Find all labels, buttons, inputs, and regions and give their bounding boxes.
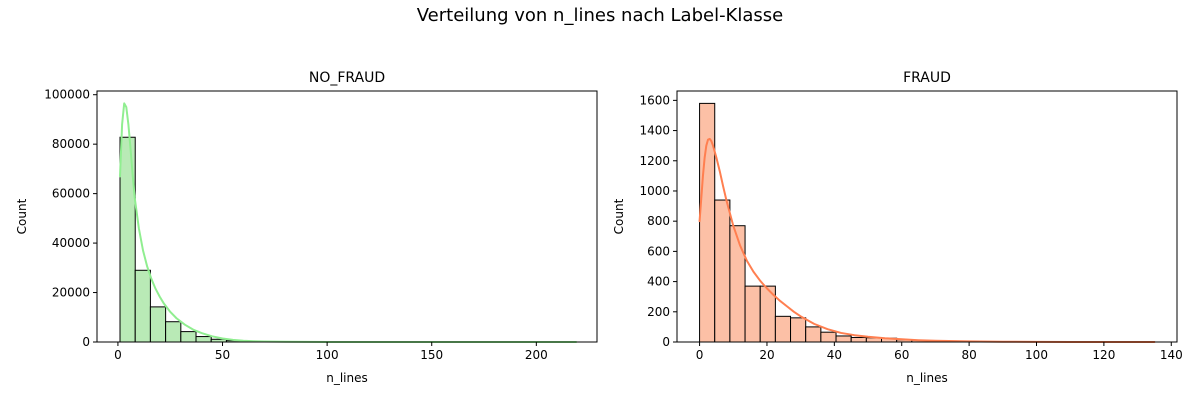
fraud-bar (820, 331, 837, 343)
fraud-x-tick-label: 140 (1160, 348, 1183, 362)
fraud-bar (774, 315, 792, 343)
fraud-kde-line (698, 137, 1156, 343)
fraud-y-tick-label: 400 (647, 275, 670, 289)
no-fraud-x-tick-label: 200 (525, 348, 548, 362)
no-fraud-axes-frame (96, 90, 598, 343)
fraud-x-tick-label: 80 (961, 348, 976, 362)
fraud-x-tick-label: 100 (1025, 348, 1048, 362)
no-fraud-bar (134, 269, 151, 343)
fraud-x-tick-label: 60 (894, 348, 909, 362)
chart-no-fraud: 0 50 100 150 200 0 20000 40000 60000 80000 100000 N… (15, 70, 598, 385)
fraud-xlabel: n_lines (906, 371, 948, 385)
fraud-y-tick-label: 1000 (639, 184, 670, 198)
fraud-y-tick-label: 800 (647, 214, 670, 228)
chart-fraud: 0 20 40 60 80 100 120 1400200400600800100012001… (612, 70, 1183, 385)
fraud-x-tick-label: 40 (827, 348, 842, 362)
no-fraud-title: NO_FRAUD (309, 70, 385, 86)
fraud-bar (744, 285, 761, 343)
fraud-bar (729, 225, 746, 343)
fraud-bar (850, 336, 867, 343)
no-fraud-bar (149, 306, 167, 343)
no-fraud-y-tick-label: 100000 (44, 88, 90, 102)
no-fraud-x-tick-label: 50 (215, 348, 230, 362)
no-fraud-x-tick-label: 0 (114, 348, 122, 362)
fraud-y-tick-label: 600 (647, 244, 670, 258)
no-fraud-bars (119, 136, 577, 343)
fraud-ylabel: Count (612, 198, 626, 234)
fraud-bar (790, 317, 807, 343)
no-fraud-y-tick-label: 0 (82, 335, 90, 349)
no-fraud-kde-line (119, 102, 578, 343)
no-fraud-x-tick-label: 100 (316, 348, 339, 362)
no-fraud-y-tick-label: 80000 (52, 137, 90, 151)
fraud-axes-frame (676, 90, 1178, 343)
no-fraud-x-tick-label: 150 (420, 348, 443, 362)
no-fraud-bar (180, 331, 197, 343)
fraud-y-tick-label: 1200 (639, 154, 670, 168)
no-fraud-y-tick-label: 20000 (52, 286, 90, 300)
fraud-y-tick-label: 200 (647, 305, 670, 319)
no-fraud-bar (165, 321, 182, 343)
no-fraud-y-tick-label: 40000 (52, 236, 90, 250)
fraud-x-tick-label: 120 (1092, 348, 1115, 362)
fraud-y-tick-label: 1600 (639, 93, 670, 107)
fraud-x-tick-label: 20 (759, 348, 774, 362)
fraud-x-tick-label: 0 (696, 348, 704, 362)
fraud-y-tick-label: 1400 (639, 124, 670, 138)
figure-title: Verteilung von n_lines nach Label-Klasse (416, 5, 784, 26)
no-fraud-bar (195, 336, 212, 343)
fraud-title: FRAUD (903, 70, 951, 86)
no-fraud-xlabel: n_lines (326, 371, 368, 385)
no-fraud-ylabel: Count (15, 198, 29, 234)
fraud-y-tick-label: 0 (662, 335, 670, 349)
fraud-bar (835, 335, 852, 343)
fraud-bars (699, 102, 1155, 343)
fraud-bar (714, 199, 731, 343)
fraud-bar (805, 326, 822, 343)
no-fraud-y-tick-label: 60000 (52, 187, 90, 201)
